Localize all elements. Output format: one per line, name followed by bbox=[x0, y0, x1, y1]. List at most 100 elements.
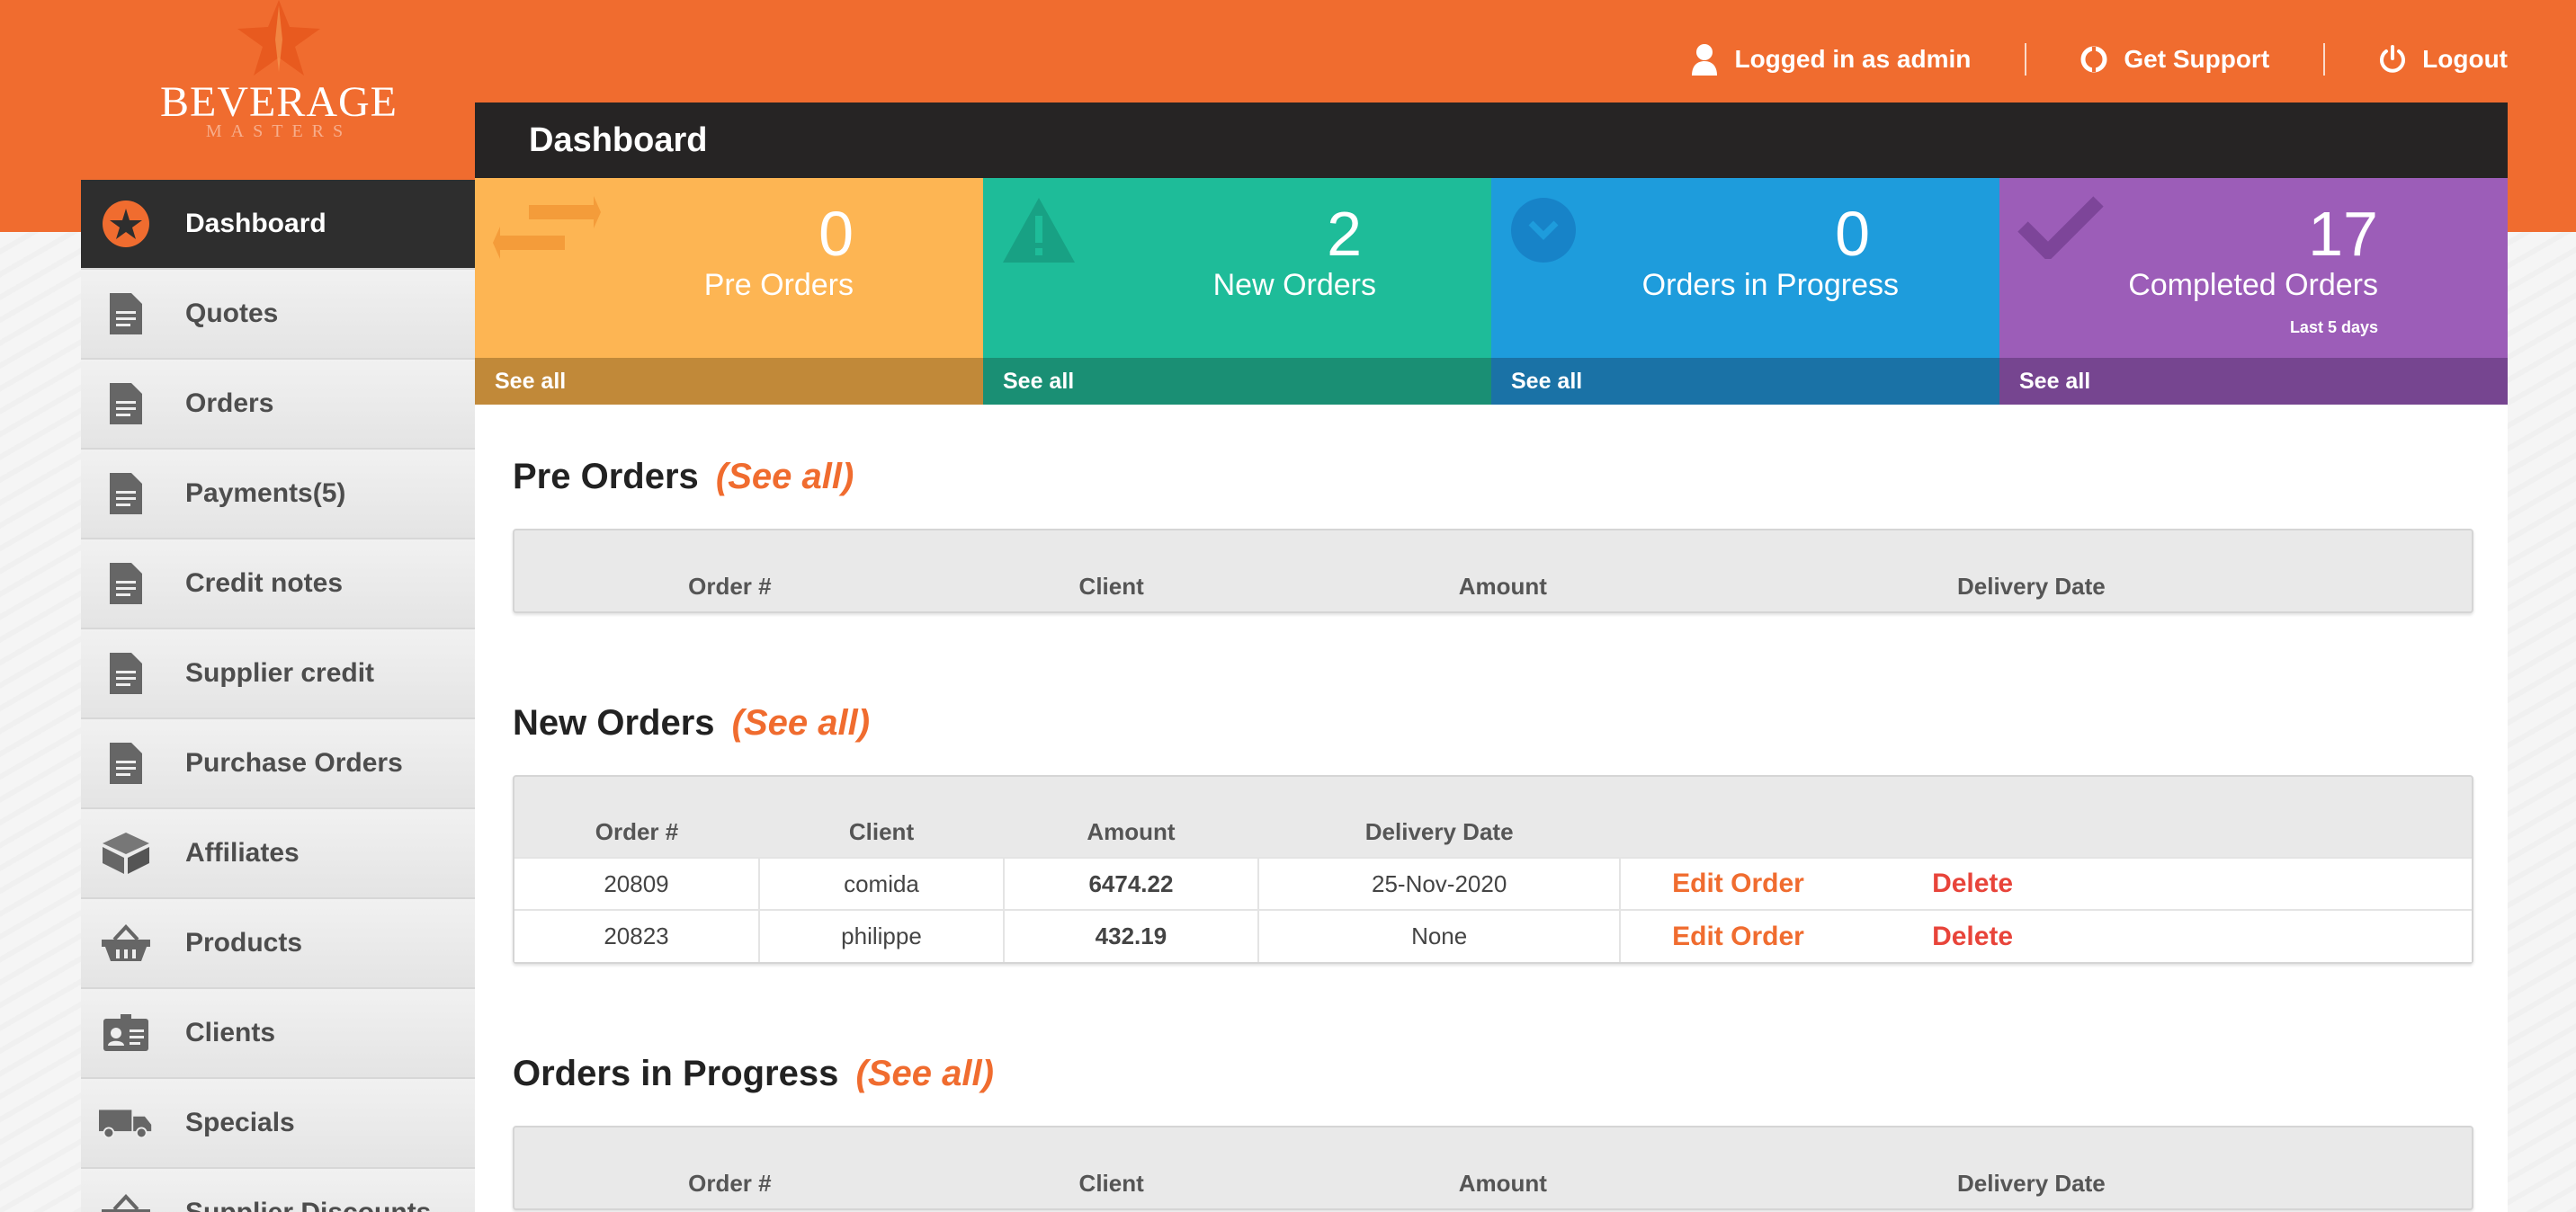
column-header[interactable]: Amount bbox=[1458, 1170, 1547, 1197]
sidebar-item-specials[interactable]: Specials bbox=[81, 1079, 475, 1169]
sidebar-item-supplier-discounts[interactable]: Supplier Discounts bbox=[81, 1169, 475, 1212]
client-name: philippe bbox=[759, 909, 1005, 962]
section-pre-orders: Pre Orders (See all) Order # Client Amou… bbox=[513, 457, 2473, 613]
order-number: 20823 bbox=[514, 909, 760, 962]
sidebar-item-products[interactable]: Products bbox=[81, 899, 475, 989]
sidebar-item-supplier-credit[interactable]: Supplier credit bbox=[81, 629, 475, 719]
section-orders-in-progress: Orders in Progress (See all) Order # Cli… bbox=[513, 1054, 2473, 1210]
sidebar-item-clients[interactable]: Clients bbox=[81, 989, 475, 1079]
see-all-link[interactable]: See all bbox=[475, 358, 983, 405]
order-amount: 6474.22 bbox=[1004, 857, 1259, 910]
tile-count: 0 bbox=[818, 199, 854, 269]
sidebar-item-orders[interactable]: Orders bbox=[81, 360, 475, 450]
see-all-link[interactable]: See all bbox=[983, 358, 1491, 405]
order-amount: 432.19 bbox=[1004, 909, 1259, 962]
check-icon bbox=[2017, 196, 2104, 263]
column-header[interactable]: Order # bbox=[688, 573, 772, 600]
column-header[interactable]: Client bbox=[1078, 1170, 1144, 1197]
tile-count: 2 bbox=[1327, 199, 1362, 269]
document-icon bbox=[99, 287, 153, 341]
sidebar-item-dashboard[interactable]: Dashboard bbox=[81, 180, 475, 270]
delete-link[interactable]: Delete bbox=[1932, 921, 2014, 951]
get-support-link[interactable]: Get Support bbox=[2080, 45, 2269, 74]
column-header[interactable]: Delivery Date bbox=[1956, 573, 2106, 600]
empty-cell bbox=[2089, 857, 2472, 910]
section-title: Pre Orders (See all) bbox=[513, 457, 2473, 511]
section-title: New Orders (See all) bbox=[513, 703, 2473, 757]
chevron-down-circle-icon bbox=[1509, 196, 1578, 269]
sidebar-item-credit-notes[interactable]: Credit notes bbox=[81, 539, 475, 629]
top-navigation: Logged in as admin Get Support Logout bbox=[1691, 36, 2508, 83]
column-header[interactable]: Amount bbox=[1458, 573, 1547, 600]
section-title-text: Pre Orders bbox=[513, 457, 699, 496]
sidebar-item-quotes[interactable]: Quotes bbox=[81, 270, 475, 360]
sidebar-item-label: Supplier credit bbox=[185, 658, 375, 688]
table-row: 20809 comida 6474.22 25-Nov-2020 Edit Or… bbox=[514, 857, 2472, 910]
brand-logo[interactable]: BEVERAGE MASTERS bbox=[135, 0, 423, 162]
column-header[interactable]: Amount bbox=[1087, 818, 1176, 845]
nav-divider bbox=[2323, 43, 2326, 76]
delete-cell: Delete bbox=[1855, 857, 2090, 910]
edit-cell: Edit Order bbox=[1620, 909, 1856, 962]
sidebar-item-label: Supplier Discounts bbox=[185, 1198, 431, 1212]
tile-label: New Orders bbox=[1212, 268, 1376, 302]
column-header[interactable]: Client bbox=[1078, 573, 1144, 600]
sidebar-item-label: Purchase Orders bbox=[185, 748, 403, 778]
sidebar-item-label: Affiliates bbox=[185, 838, 300, 868]
orders-in-progress-table: Order # Client Amount Delivery Date bbox=[513, 1126, 2473, 1210]
basket-icon bbox=[99, 916, 153, 970]
box-icon bbox=[99, 826, 153, 880]
sidebar-item-label: Specials bbox=[185, 1108, 295, 1137]
tile-label: Orders in Progress bbox=[1641, 268, 1899, 302]
new-orders-table: Order # Client Amount Delivery Date 2080… bbox=[513, 775, 2473, 964]
column-header[interactable]: Order # bbox=[595, 818, 679, 845]
sidebar-item-label: Clients bbox=[185, 1018, 276, 1047]
column-header[interactable]: Order # bbox=[688, 1170, 772, 1197]
logged-in-label: Logged in as admin bbox=[1734, 45, 1972, 73]
logged-in-user[interactable]: Logged in as admin bbox=[1691, 43, 1971, 76]
tile-count: 0 bbox=[1835, 199, 1870, 269]
client-name: comida bbox=[759, 857, 1005, 910]
section-see-all-link[interactable]: (See all) bbox=[855, 1054, 994, 1093]
document-icon bbox=[99, 736, 153, 790]
section-title-text: New Orders bbox=[513, 703, 715, 743]
document-icon bbox=[99, 467, 153, 521]
sidebar-item-affiliates[interactable]: Affiliates bbox=[81, 809, 475, 899]
tile-completed-orders[interactable]: 17 Completed Orders Last 5 days See all bbox=[1999, 178, 2508, 405]
pre-orders-table: Order # Client Amount Delivery Date bbox=[513, 529, 2473, 613]
see-all-link[interactable]: See all bbox=[1491, 358, 1999, 405]
section-see-all-link[interactable]: (See all) bbox=[715, 457, 854, 496]
tile-orders-in-progress[interactable]: 0 Orders in Progress See all bbox=[1491, 178, 1999, 405]
id-card-icon bbox=[99, 1006, 153, 1060]
tile-count: 17 bbox=[2308, 199, 2378, 269]
sidebar-item-purchase-orders[interactable]: Purchase Orders bbox=[81, 719, 475, 809]
column-header[interactable]: Client bbox=[848, 818, 915, 845]
tile-label: Completed Orders bbox=[2128, 268, 2378, 302]
delivery-date: 25-Nov-2020 bbox=[1257, 857, 1622, 910]
sidebar-item-label: Products bbox=[185, 928, 303, 958]
delete-link[interactable]: Delete bbox=[1932, 869, 2014, 898]
brand-subtitle: MASTERS bbox=[205, 121, 353, 141]
stat-tiles: 0 Pre Orders See all 2 New Orders See al… bbox=[475, 178, 2508, 405]
sidebar-item-label: Dashboard bbox=[185, 209, 326, 238]
section-see-all-link[interactable]: (See all) bbox=[731, 703, 871, 743]
order-number: 20809 bbox=[514, 857, 760, 910]
column-header-empty bbox=[1620, 777, 1855, 858]
sidebar-item-payments[interactable]: Payments(5) bbox=[81, 450, 475, 539]
section-title: Orders in Progress (See all) bbox=[513, 1054, 2473, 1108]
page-title-bar: Dashboard bbox=[475, 102, 2508, 178]
tile-pre-orders[interactable]: 0 Pre Orders See all bbox=[475, 178, 983, 405]
truck-icon bbox=[99, 1096, 153, 1150]
sidebar: Dashboard Quotes Orders Payments(5) Cred… bbox=[81, 180, 475, 1212]
see-all-link[interactable]: See all bbox=[1999, 358, 2508, 405]
tile-new-orders[interactable]: 2 New Orders See all bbox=[983, 178, 1491, 405]
edit-order-link[interactable]: Edit Order bbox=[1672, 869, 1804, 898]
column-header[interactable]: Delivery Date bbox=[1956, 1170, 2106, 1197]
basket-icon bbox=[99, 1186, 153, 1212]
power-icon bbox=[2380, 45, 2406, 73]
page-title: Dashboard bbox=[529, 120, 708, 159]
sidebar-item-label: Quotes bbox=[185, 299, 279, 328]
edit-order-link[interactable]: Edit Order bbox=[1672, 921, 1804, 951]
column-header[interactable]: Delivery Date bbox=[1364, 818, 1514, 845]
logout-link[interactable]: Logout bbox=[2379, 45, 2508, 74]
